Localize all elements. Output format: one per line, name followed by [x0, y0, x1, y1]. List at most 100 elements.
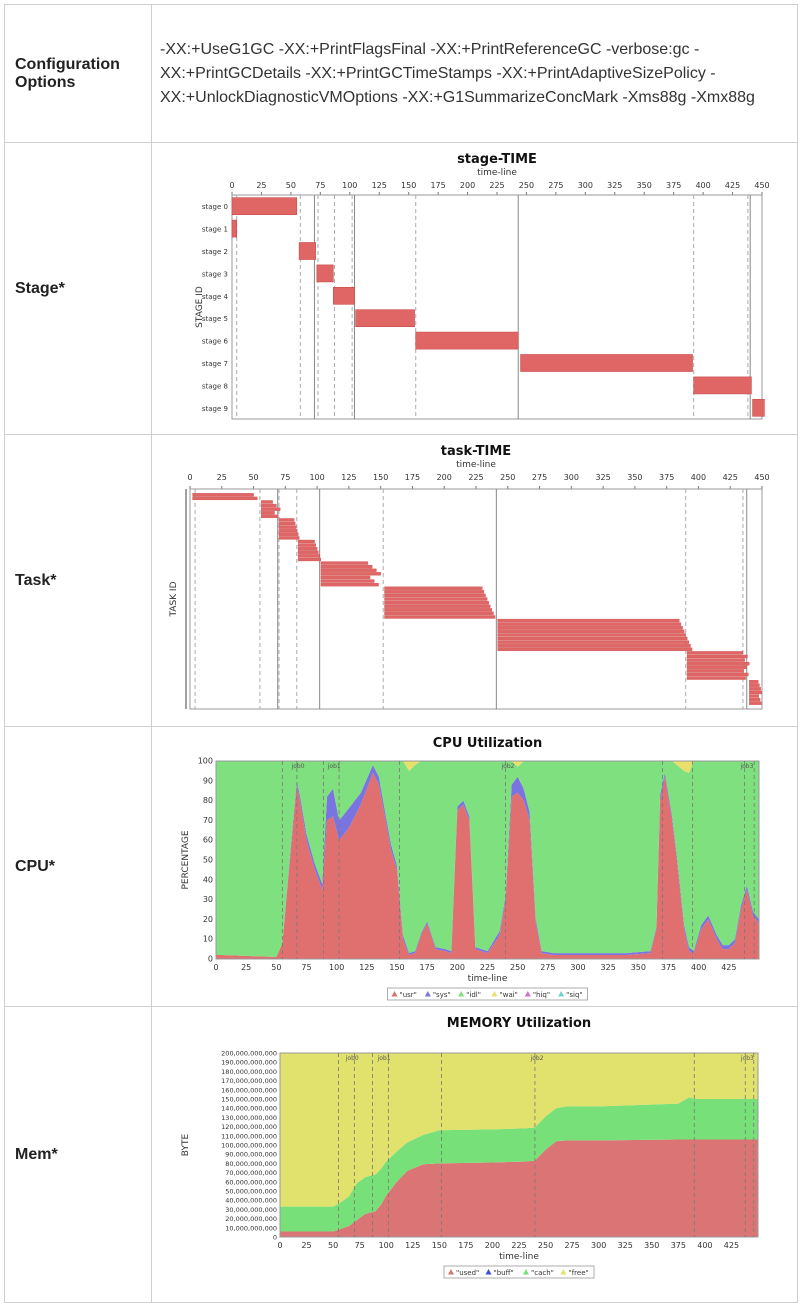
x-tick-label: 150: [389, 963, 404, 972]
x-tick-label: 75: [355, 1241, 365, 1250]
y-tick-label: 50,000,000,000: [225, 1188, 277, 1196]
task-bar: [384, 590, 485, 594]
y-tick-label: stage 7: [202, 360, 228, 368]
y-tick-label: 120,000,000,000: [221, 1123, 277, 1131]
area-series-used: [280, 1139, 758, 1237]
y-tick-label: stage 1: [202, 226, 228, 234]
y-tick-label: 90,000,000,000: [225, 1151, 277, 1159]
task-bar: [384, 604, 491, 608]
x-tick-label: 50: [271, 963, 281, 972]
stage-bar: [298, 242, 316, 260]
task-bar: [686, 662, 750, 666]
y-tick-label: stage 2: [202, 248, 228, 256]
plot-area: [279, 1052, 759, 1238]
x-tick-label: 300: [578, 181, 593, 190]
cpu-chart-cell: CPU Utilization job0 job1 job2 job3 0 10 20 30 40…: [151, 726, 798, 1007]
legend-marker: [458, 991, 465, 997]
task-bar: [497, 629, 685, 633]
chart-title: stage-TIME: [457, 152, 537, 167]
x-axis-label: time-line: [477, 168, 517, 178]
x-axis-label: time-line: [468, 974, 508, 984]
x-tick-label: 200: [437, 473, 452, 482]
task-bar: [497, 640, 690, 644]
task-bar: [497, 636, 688, 641]
legend-marker: [485, 1269, 492, 1275]
x-tick-label: 350: [637, 181, 652, 190]
x-tick-label: 125: [359, 963, 374, 972]
y-axis-label: PERCENTAGE: [181, 830, 191, 889]
task-bar: [384, 600, 489, 605]
y-tick-label: 10,000,000,000: [225, 1224, 277, 1232]
job-label: job2: [501, 763, 515, 770]
y-tick-label: 70,000,000,000: [225, 1169, 277, 1177]
x-tick-label: 200: [485, 1241, 500, 1250]
chart-title: task-TIME: [441, 444, 511, 459]
x-tick-label: 100: [309, 473, 324, 482]
x-tick-label: 0: [187, 473, 192, 482]
stage-bar: [316, 264, 334, 283]
x-tick-label: 225: [511, 1241, 526, 1250]
y-tick-label: 80,000,000,000: [225, 1160, 277, 1168]
task-bar: [261, 511, 275, 515]
x-tick-label: 275: [548, 181, 563, 190]
area-series-sys: [216, 765, 759, 957]
task-bar: [278, 521, 296, 526]
y-axis-label: TASK ID: [169, 581, 179, 617]
task-bar: [384, 597, 488, 601]
legend-marker: [524, 991, 531, 997]
y-tick-label: 70: [203, 816, 213, 825]
task-bar: [192, 496, 258, 501]
task-bar: [384, 611, 494, 616]
task-label: Task*: [4, 434, 152, 727]
y-tick-label: 110,000,000,000: [221, 1132, 277, 1140]
x-tick-label: 100: [379, 1241, 394, 1250]
x-tick-label: 150: [401, 181, 416, 190]
task-bar: [297, 547, 318, 551]
y-tick-label: stage 9: [202, 405, 228, 413]
y-tick-label: stage 5: [202, 315, 228, 323]
legend-marker: [424, 991, 431, 997]
task-bar: [686, 669, 744, 673]
x-tick-label: 250: [500, 473, 515, 482]
legend-label: "siq": [566, 991, 582, 999]
legend-label: "wai": [500, 991, 518, 999]
mem-label: Mem*: [4, 1006, 152, 1303]
legend-marker: [523, 1269, 529, 1275]
x-tick-label: 350: [627, 473, 642, 482]
stage-bar: [752, 398, 765, 417]
plot-area: [231, 194, 763, 420]
x-tick-label: 25: [241, 963, 251, 972]
y-tick-label: 0: [208, 955, 213, 964]
task-bar: [749, 683, 760, 687]
y-tick-label: stage 8: [202, 382, 228, 390]
legend-label: "buff": [494, 1269, 514, 1277]
legend-marker: [491, 991, 498, 997]
x-axis-label: time-line: [456, 460, 496, 470]
x-axis-label: time-line: [499, 1252, 539, 1262]
y-tick-label: 100,000,000,000: [221, 1142, 277, 1150]
y-axis-label: STAGE ID: [195, 286, 205, 328]
task-bar: [749, 690, 763, 695]
y-tick-label: 140,000,000,000: [221, 1105, 277, 1113]
x-tick-label: 350: [631, 963, 646, 972]
x-tick-label: 425: [721, 963, 736, 972]
x-tick-label: 175: [458, 1241, 473, 1250]
cpu-utilization-chart: CPU Utilization job0 job1 job2 job3 0 10 20 30 40…: [181, 736, 760, 1001]
task-bar: [320, 572, 381, 576]
y-tick-label: 100: [198, 757, 213, 766]
task-bar: [497, 647, 693, 651]
y-tick-label: 20,000,000,000: [225, 1215, 277, 1223]
stage-bar: [355, 309, 415, 328]
task-bar: [497, 633, 686, 637]
task-bar: [749, 697, 761, 702]
x-tick-label: 400: [695, 181, 710, 190]
task-bar: [686, 665, 747, 669]
legend-marker: [391, 991, 398, 997]
job-label: job0: [291, 763, 305, 770]
plot-area: [215, 760, 760, 960]
task-bar: [384, 593, 486, 598]
legend-marker: [448, 1269, 454, 1275]
task-bar: [297, 554, 320, 558]
y-tick-label: 40: [203, 875, 213, 884]
